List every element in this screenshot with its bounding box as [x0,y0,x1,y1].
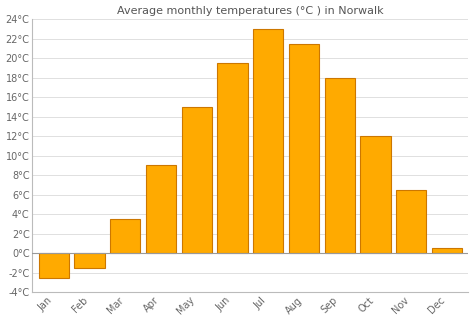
Bar [360,136,391,253]
Bar [396,190,427,253]
Bar [253,29,283,253]
Bar [38,253,69,278]
Bar [217,63,248,253]
Bar [74,253,105,268]
Bar [182,107,212,253]
Title: Average monthly temperatures (°C ) in Norwalk: Average monthly temperatures (°C ) in No… [117,5,383,15]
Bar [289,43,319,253]
Bar [432,248,462,253]
Bar [146,166,176,253]
Bar [110,219,140,253]
Bar [325,78,355,253]
